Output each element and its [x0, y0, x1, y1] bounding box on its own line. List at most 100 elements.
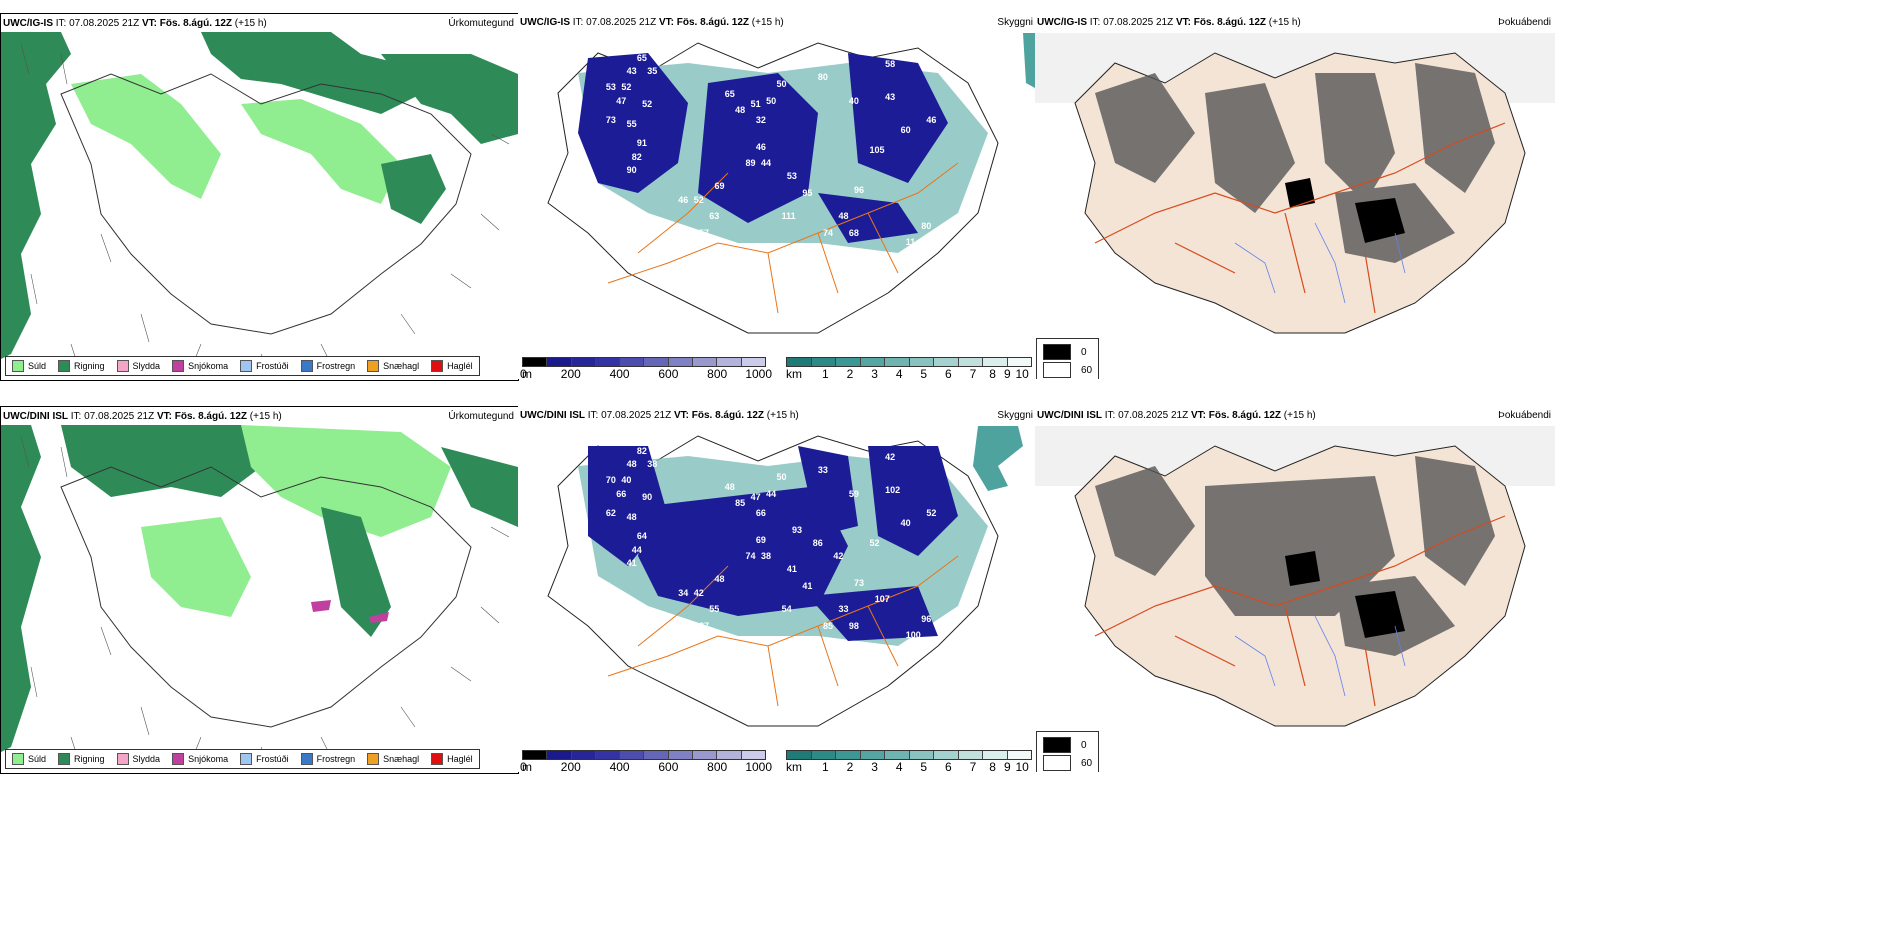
- height-label: 52: [869, 538, 880, 548]
- roads: [607, 555, 959, 707]
- height-label: 42: [590, 201, 601, 212]
- height-unit: m: [522, 367, 532, 379]
- height-label: 51: [750, 98, 761, 109]
- legend-swatch: [367, 753, 380, 765]
- precip-type-panel-2: UWC/DINI ISL IT: 07.08.2025 21Z VT: Fös.…: [0, 406, 519, 774]
- legend-item: Súld: [12, 753, 46, 765]
- height-label: 50: [766, 95, 777, 106]
- height-label: 44: [600, 580, 611, 591]
- height-label: 46: [926, 115, 937, 126]
- height-label: 73: [605, 115, 616, 126]
- legend-item: Snæhagl: [367, 360, 419, 372]
- snow-patch: [311, 600, 389, 623]
- height-label: 47: [616, 95, 627, 106]
- rain-region-north: [201, 32, 421, 114]
- height-label: 64: [636, 531, 647, 542]
- height-label: 52: [642, 98, 653, 109]
- height-label: 42: [693, 587, 704, 598]
- legend-swatch: [431, 360, 444, 372]
- height-label: 105: [869, 145, 885, 155]
- legend-swatch: [240, 753, 253, 765]
- fog-swatch-black: [1043, 737, 1071, 753]
- panel-type-label: Þokuábendi: [1498, 17, 1551, 28]
- visibility-map-1: [547, 33, 1035, 334]
- roads: [607, 162, 959, 314]
- height-label: 33: [838, 604, 849, 614]
- legend-item: Frostúði: [240, 360, 289, 372]
- height-label: 48: [626, 458, 637, 469]
- precip-map-2: [1, 425, 518, 768]
- legend-swatch: [240, 360, 253, 372]
- fog-colorbar-row: 60: [1043, 361, 1092, 379]
- height-label: 44: [766, 488, 777, 499]
- height-label: 43: [626, 65, 637, 76]
- height-label: 48: [838, 211, 849, 221]
- rain-region-north: [61, 425, 261, 497]
- height-labels: 65 43 35 53 52 47 52 73 55 91 82 90 46 52 69 63 57 56 42 19…: [518, 13, 1035, 343]
- teal-patch-edge: [1023, 33, 1035, 88]
- rain-region-northeast: [381, 54, 518, 144]
- legend-swatch: [300, 753, 313, 765]
- visibility-colorbar-bar: [786, 357, 1032, 367]
- height-label: 51: [683, 630, 694, 641]
- height-label: 50: [776, 79, 787, 89]
- height-label: 38: [760, 551, 771, 562]
- visibility-colorbar: 1 2 3 4 5 6 7 8 9 10 km: [786, 357, 1032, 379]
- panel-type-label: Þokuábendi: [1498, 410, 1551, 421]
- legend-swatch: [116, 360, 129, 372]
- height-label: 95: [802, 187, 813, 198]
- rain-region-northeast: [441, 447, 518, 527]
- legend-item: Haglél: [431, 360, 473, 372]
- height-label: 55: [709, 604, 720, 614]
- height-unit: m: [522, 760, 532, 772]
- height-label: 52: [621, 82, 632, 93]
- height-label: 107: [874, 594, 890, 605]
- height-label: 85: [735, 498, 746, 509]
- visibility-unit: km: [786, 367, 802, 379]
- height-label: 74: [745, 551, 756, 562]
- legend-swatch: [58, 360, 71, 372]
- height-label: 48: [626, 511, 637, 522]
- height-label: 33: [817, 465, 828, 476]
- panel-title-4: UWC/DINI ISL IT: 07.08.2025 21Z VT: Fös.…: [3, 411, 282, 422]
- height-label: 58: [885, 59, 896, 70]
- blue-region: [588, 446, 958, 641]
- height-label: 73: [854, 577, 865, 588]
- height-label: 40: [621, 475, 632, 486]
- height-label: 96: [854, 184, 865, 195]
- height-label: 90: [642, 491, 653, 502]
- panel-title-5: UWC/DINI ISL IT: 07.08.2025 21Z VT: Fös.…: [520, 410, 799, 421]
- height-labels: 82 48 38 70 40 66 90 62 48 64 44 41 34 42 48 55 37 51 49 44…: [518, 406, 1035, 736]
- fog-map-1: [1035, 33, 1555, 334]
- height-label: 62: [605, 508, 616, 519]
- height-label: 63: [709, 211, 720, 221]
- height-label: 54: [781, 604, 792, 614]
- height-label: 38: [647, 458, 658, 469]
- panel-type-label: Skyggni: [997, 410, 1033, 421]
- visibility-colorbar-bar: [786, 750, 1032, 760]
- height-label: 53: [786, 171, 797, 182]
- height-label: 44: [631, 544, 642, 555]
- height-label: 102: [885, 485, 901, 496]
- height-label: 49: [590, 594, 601, 605]
- legend-item: Snjókoma: [172, 360, 228, 372]
- fog-colorbar: 0 60: [1036, 731, 1100, 772]
- fog-black-spots: [1285, 551, 1405, 638]
- height-label: 34: [678, 587, 689, 598]
- height-label: 98: [848, 620, 859, 631]
- legend-item: Slydda: [116, 753, 160, 765]
- height-label: 37: [698, 620, 709, 631]
- height-label: 60: [900, 125, 911, 136]
- visibility-colorbar: 1 2 3 4 5 6 7 8 9 10 km: [786, 750, 1032, 772]
- height-label: 53: [605, 82, 616, 93]
- fog-panel-1: UWC/IG-IS IT: 07.08.2025 21Z VT: Fös. 8.…: [1035, 13, 1555, 379]
- legend-swatch: [58, 753, 71, 765]
- visibility-panel-2: 82 48 38 70 40 66 90 62 48 64 44 41 34 42 48 55 37 51 49 44…: [518, 406, 1035, 772]
- height-label: 40: [848, 95, 859, 106]
- legend-item: Slydda: [116, 360, 160, 372]
- height-label: 80: [921, 220, 932, 231]
- blue-region: [578, 53, 948, 243]
- fog-roads: [1094, 122, 1506, 314]
- height-label: 42: [833, 551, 844, 562]
- visibility-map-2: [547, 426, 1023, 727]
